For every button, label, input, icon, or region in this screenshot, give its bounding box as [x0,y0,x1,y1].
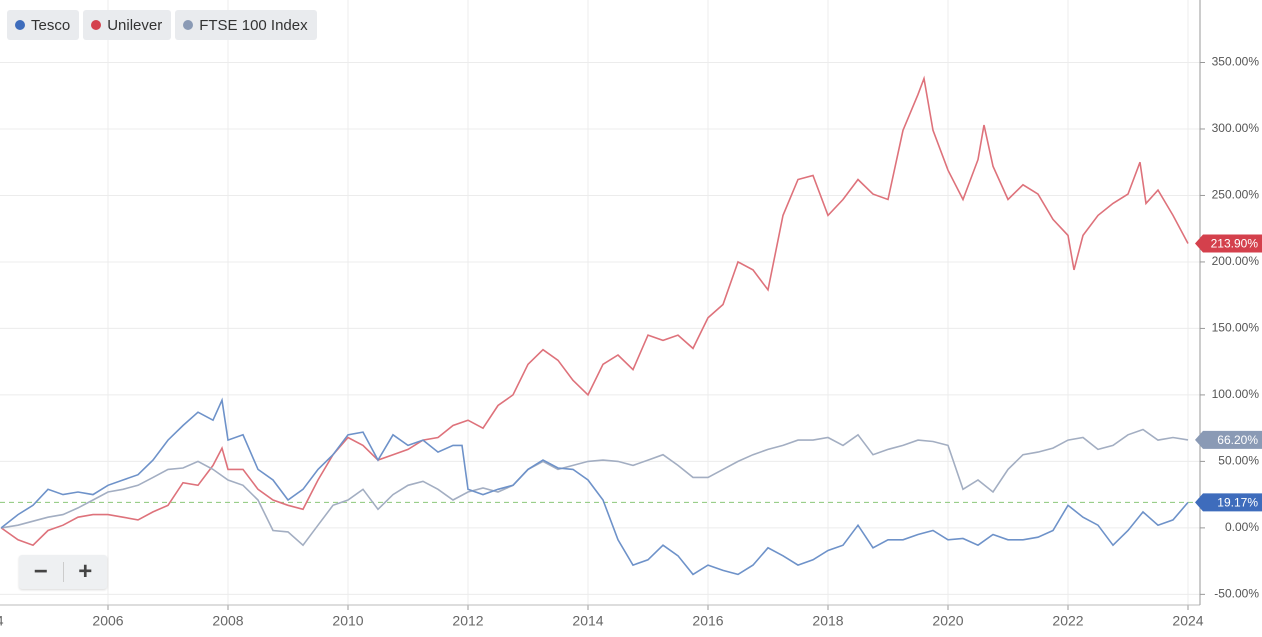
x-tick-label: 2012 [452,613,483,629]
zoom-separator [62,562,64,582]
y-tick-label: -50.00% [1214,587,1259,601]
legend-swatch [91,20,102,30]
x-tick-label: 2014 [572,613,603,629]
legend-item[interactable]: FTSE 100 Index [175,10,317,40]
zoom-out-button[interactable]: − [33,558,48,585]
end-label: 213.90% [1211,237,1259,251]
legend-swatch [183,20,194,30]
zoom-controls: − + [19,555,107,589]
y-tick-label: 200.00% [1212,254,1260,268]
x-tick-label: 2016 [692,613,723,629]
end-label-tag [1195,430,1262,449]
y-tick-label: 350.00% [1212,55,1260,69]
y-tick-label: 250.00% [1212,188,1260,202]
legend-label: Tesco [31,16,71,34]
end-label: 66.20% [1217,433,1258,447]
series-line [0,75,1189,547]
x-tick-label: 2010 [332,613,363,629]
y-tick-label: 300.00% [1212,121,1260,135]
legend-label: FTSE 100 Index [199,16,308,34]
legend: Tesco Unilever FTSE 100 Index [7,10,317,40]
x-tick-label: 2022 [1052,613,1083,629]
legend-label: Unilever [107,16,163,34]
x-tick-label: 2006 [92,613,123,629]
x-tick-label: 2024 [1172,613,1203,629]
x-tick-label: 2004 [0,613,4,629]
legend-item[interactable]: Unilever [83,10,172,40]
x-tick-label: 2018 [812,613,843,629]
series-line [0,397,1189,576]
x-tick-label: 2020 [932,613,963,629]
end-label-tag [1195,493,1262,512]
series-line [1,428,1189,547]
end-label: 19.17% [1217,496,1258,510]
y-tick-label: 150.00% [1212,321,1260,335]
y-tick-label: 50.00% [1218,454,1259,468]
legend-swatch [15,20,25,30]
legend-item[interactable]: Tesco [7,10,80,40]
x-tick-label: 2008 [212,613,243,629]
y-tick-label: 100.00% [1212,387,1260,401]
zoom-in-button[interactable]: + [78,558,93,585]
end-label-tag [1195,234,1262,253]
y-tick-label: 0.00% [1225,520,1259,534]
